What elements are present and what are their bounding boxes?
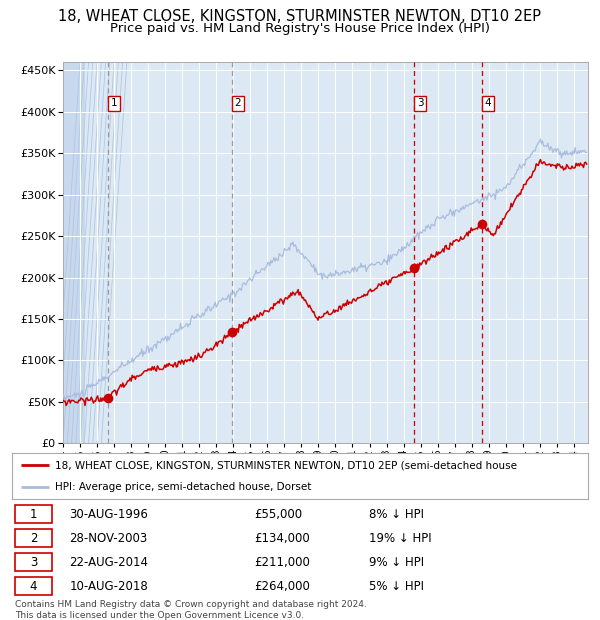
- Text: 28-NOV-2003: 28-NOV-2003: [70, 532, 148, 545]
- Text: 3: 3: [30, 556, 37, 569]
- FancyBboxPatch shape: [15, 553, 52, 572]
- Text: Contains HM Land Registry data © Crown copyright and database right 2024.
This d: Contains HM Land Registry data © Crown c…: [15, 600, 367, 620]
- Text: 22-AUG-2014: 22-AUG-2014: [70, 556, 149, 569]
- Text: 4: 4: [485, 99, 491, 108]
- Text: 2: 2: [235, 99, 241, 108]
- FancyBboxPatch shape: [15, 529, 52, 547]
- Text: £134,000: £134,000: [254, 532, 310, 545]
- Text: Price paid vs. HM Land Registry's House Price Index (HPI): Price paid vs. HM Land Registry's House …: [110, 22, 490, 35]
- Text: 30-AUG-1996: 30-AUG-1996: [70, 508, 148, 521]
- Text: 18, WHEAT CLOSE, KINGSTON, STURMINSTER NEWTON, DT10 2EP (semi-detached house: 18, WHEAT CLOSE, KINGSTON, STURMINSTER N…: [55, 460, 517, 470]
- Text: 1: 1: [111, 99, 118, 108]
- Text: 4: 4: [30, 580, 37, 593]
- Text: 3: 3: [417, 99, 424, 108]
- Text: 1: 1: [30, 508, 37, 521]
- FancyBboxPatch shape: [15, 505, 52, 523]
- FancyBboxPatch shape: [15, 577, 52, 595]
- Text: £55,000: £55,000: [254, 508, 302, 521]
- Text: 2: 2: [30, 532, 37, 545]
- Text: 10-AUG-2018: 10-AUG-2018: [70, 580, 148, 593]
- Text: 18, WHEAT CLOSE, KINGSTON, STURMINSTER NEWTON, DT10 2EP: 18, WHEAT CLOSE, KINGSTON, STURMINSTER N…: [59, 9, 542, 24]
- Text: £211,000: £211,000: [254, 556, 310, 569]
- Text: 5% ↓ HPI: 5% ↓ HPI: [369, 580, 424, 593]
- Text: £264,000: £264,000: [254, 580, 310, 593]
- Text: 9% ↓ HPI: 9% ↓ HPI: [369, 556, 424, 569]
- Text: HPI: Average price, semi-detached house, Dorset: HPI: Average price, semi-detached house,…: [55, 482, 311, 492]
- Text: 8% ↓ HPI: 8% ↓ HPI: [369, 508, 424, 521]
- Text: 19% ↓ HPI: 19% ↓ HPI: [369, 532, 432, 545]
